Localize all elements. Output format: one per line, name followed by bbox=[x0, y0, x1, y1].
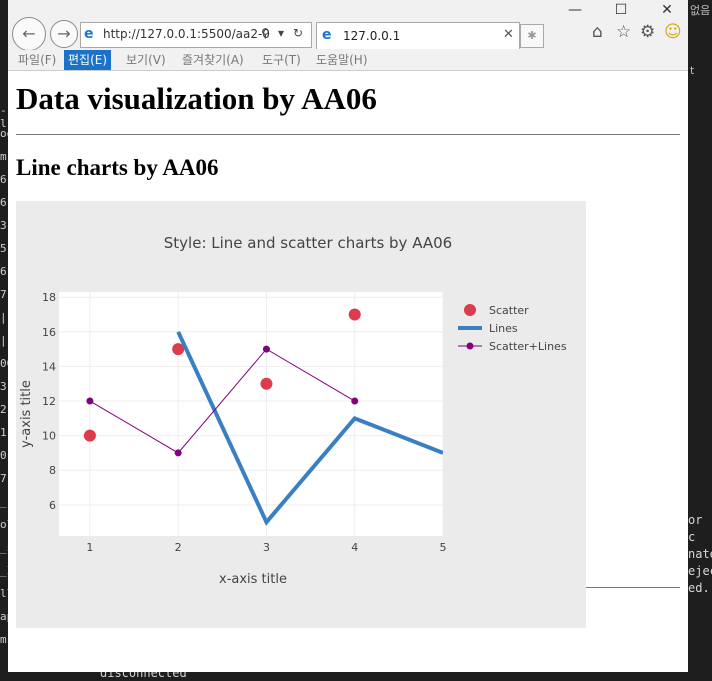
y-tick-label: 18 bbox=[42, 291, 56, 304]
background-gutter-char: | bbox=[0, 334, 7, 347]
background-gutter-char: 6 bbox=[0, 173, 7, 186]
background-gutter-char: 0 bbox=[0, 449, 7, 462]
background-gutter-char: 2 bbox=[0, 403, 7, 416]
chart-title: Style: Line and scatter charts by AA06 bbox=[164, 234, 452, 252]
divider bbox=[586, 587, 680, 588]
data-point-scatter-lines bbox=[351, 397, 359, 405]
search-icon[interactable]: ⚲ bbox=[261, 26, 270, 40]
x-tick-label: 4 bbox=[351, 541, 358, 554]
browser-window: — ☐ ✕ ← → e http://127.0.0.1:5500/aa2-0 … bbox=[8, 0, 688, 672]
menu-file[interactable]: 파일(F) bbox=[18, 53, 57, 67]
address-bar[interactable]: e http://127.0.0.1:5500/aa2-0 ⚲ ▾ ↻ bbox=[80, 22, 312, 48]
series-line-scatter-lines bbox=[89, 348, 355, 454]
background-gutter-char: 3 bbox=[0, 219, 7, 232]
plot-area bbox=[59, 292, 443, 536]
smiley-feedback-icon[interactable]: ☺ bbox=[664, 22, 682, 42]
data-point-scatter-lines bbox=[86, 397, 94, 405]
menu-edit[interactable]: 편집(E) bbox=[64, 50, 112, 70]
data-point-scatter bbox=[83, 429, 96, 442]
background-line: or c bbox=[688, 513, 703, 544]
background-gutter-char: 7 bbox=[0, 288, 7, 301]
background-gutter-char: 3 bbox=[0, 380, 7, 393]
address-url[interactable]: http://127.0.0.1:5500/aa2-0 bbox=[103, 27, 270, 41]
background-line: ejec bbox=[688, 564, 712, 578]
background-gutter-char: m bbox=[0, 633, 7, 646]
menu-help[interactable]: 도움말(H) bbox=[316, 53, 368, 67]
x-axis-title: x-axis title bbox=[219, 572, 287, 587]
forward-button[interactable]: → bbox=[50, 20, 78, 48]
page-content: Data visualization by AA06 Line charts b… bbox=[8, 71, 688, 672]
background-line: ed. bbox=[688, 581, 710, 595]
section-heading: Line charts by AA06 bbox=[16, 155, 219, 180]
background-gutter-char: 5 bbox=[0, 242, 7, 255]
divider bbox=[16, 134, 680, 135]
close-window-icon[interactable]: ✕ bbox=[661, 2, 673, 18]
legend-marker-scatter-lines bbox=[466, 342, 474, 350]
tab-title[interactable]: 127.0.0.1 bbox=[343, 29, 401, 43]
browser-titlebar: — ☐ ✕ ← → e http://127.0.0.1:5500/aa2-0 … bbox=[8, 0, 688, 51]
refresh-icon[interactable]: ↻ bbox=[293, 26, 304, 40]
menu-view[interactable]: 보기(V) bbox=[126, 53, 166, 67]
data-point-scatter bbox=[348, 308, 361, 321]
chart-container: 1 2 3 4 5 6 8 10 12 14 16 18 Style: Line and scatter… bbox=[16, 201, 586, 628]
background-editor-tab: t bbox=[690, 64, 695, 77]
background-gutter-char: 1 bbox=[0, 426, 7, 439]
back-button[interactable]: ← bbox=[12, 17, 46, 51]
x-tick-label: 1 bbox=[86, 541, 93, 554]
menu-tools[interactable]: 도구(T) bbox=[262, 53, 301, 67]
background-gutter-char: 6 bbox=[0, 196, 7, 209]
x-tick-label: 2 bbox=[175, 541, 182, 554]
data-point-scatter bbox=[172, 343, 185, 356]
y-tick-label: 16 bbox=[42, 326, 56, 339]
x-tick-label: 5 bbox=[440, 541, 447, 554]
background-gutter-char: | bbox=[0, 311, 7, 324]
settings-icon[interactable]: ⚙ bbox=[640, 22, 656, 42]
legend-marker-scatter bbox=[464, 304, 476, 316]
favorites-icon[interactable]: ☆ bbox=[616, 22, 632, 42]
minimize-icon[interactable]: — bbox=[568, 2, 582, 18]
data-point-scatter-lines bbox=[262, 345, 270, 353]
page-title: Data visualization by AA06 bbox=[16, 81, 377, 116]
tab-ie-icon: e bbox=[322, 27, 332, 43]
background-editor-title: 없음 bbox=[690, 4, 711, 17]
background-gutter-char: -l bbox=[0, 104, 7, 130]
data-point-scatter-lines bbox=[174, 449, 182, 457]
y-tick-label: 12 bbox=[42, 395, 56, 408]
tab-close-icon[interactable]: ✕ bbox=[503, 27, 514, 42]
menu-favorites[interactable]: 즐겨찾기(A) bbox=[182, 53, 244, 67]
y-tick-label: 10 bbox=[42, 430, 56, 443]
background-gutter-char: m bbox=[0, 150, 7, 163]
dropdown-icon[interactable]: ▾ bbox=[278, 26, 285, 40]
background-gutter-char: _ bbox=[0, 495, 7, 508]
ie-logo-icon: e bbox=[84, 26, 94, 42]
y-tick-label: 14 bbox=[42, 360, 56, 373]
legend-label: Scatter bbox=[489, 304, 529, 317]
legend-label: Lines bbox=[489, 322, 518, 335]
y-tick-label: 8 bbox=[49, 464, 56, 477]
y-axis-title: y-axis title bbox=[19, 380, 34, 448]
series-line-lines bbox=[176, 330, 443, 526]
maximize-icon[interactable]: ☐ bbox=[614, 2, 628, 18]
menu-bar: 파일(F) 편집(E) 보기(V) 즐겨찾기(A) 도구(T) 도움말(H) bbox=[8, 50, 688, 71]
x-tick-label: 3 bbox=[263, 541, 270, 554]
legend-label: Scatter+Lines bbox=[489, 340, 567, 353]
data-point-scatter bbox=[260, 377, 273, 390]
background-gutter-char: 7 bbox=[0, 472, 7, 485]
new-tab-button[interactable]: ✱ bbox=[520, 24, 544, 48]
browser-tab[interactable]: e 127.0.0.1 ✕ bbox=[316, 22, 520, 49]
y-tick-label: 6 bbox=[49, 499, 56, 512]
background-gutter-char: 6 bbox=[0, 265, 7, 278]
home-icon[interactable]: ⌂ bbox=[592, 22, 603, 42]
